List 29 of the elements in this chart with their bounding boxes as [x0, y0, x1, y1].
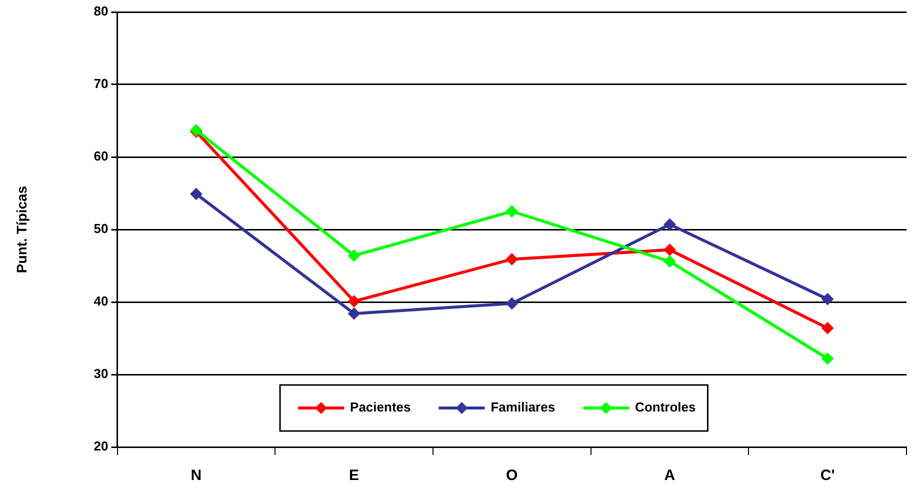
point [348, 308, 360, 320]
point [506, 253, 518, 266]
x-tick-label: A [664, 467, 676, 484]
y-tick-label: 30 [94, 366, 108, 382]
y-tick-label: 80 [94, 4, 108, 19]
point [664, 218, 676, 230]
y-tick-label: 40 [94, 294, 108, 309]
x-tick-label: C' [820, 467, 835, 484]
point [506, 297, 518, 310]
x-tick-label: N [190, 467, 202, 484]
x-tick-label: E [349, 467, 360, 484]
legend-label: Familiares [490, 400, 556, 415]
point [822, 322, 834, 334]
y-tick-label: 20 [94, 438, 108, 454]
y-axis-title: Punt. Típicas [13, 186, 30, 274]
point [506, 205, 518, 218]
point [190, 188, 202, 200]
point [822, 293, 834, 306]
legend-label: Pacientes [350, 400, 411, 415]
x-tick-label: O [506, 467, 518, 484]
point [664, 244, 676, 256]
point [348, 295, 360, 308]
legend-label: Controles [635, 400, 696, 415]
y-tick-label: 60 [94, 148, 108, 164]
point [822, 352, 834, 365]
y-tick-label: 70 [94, 76, 108, 92]
point [664, 255, 676, 268]
point [348, 250, 360, 262]
y-tick-label: 50 [94, 221, 108, 236]
